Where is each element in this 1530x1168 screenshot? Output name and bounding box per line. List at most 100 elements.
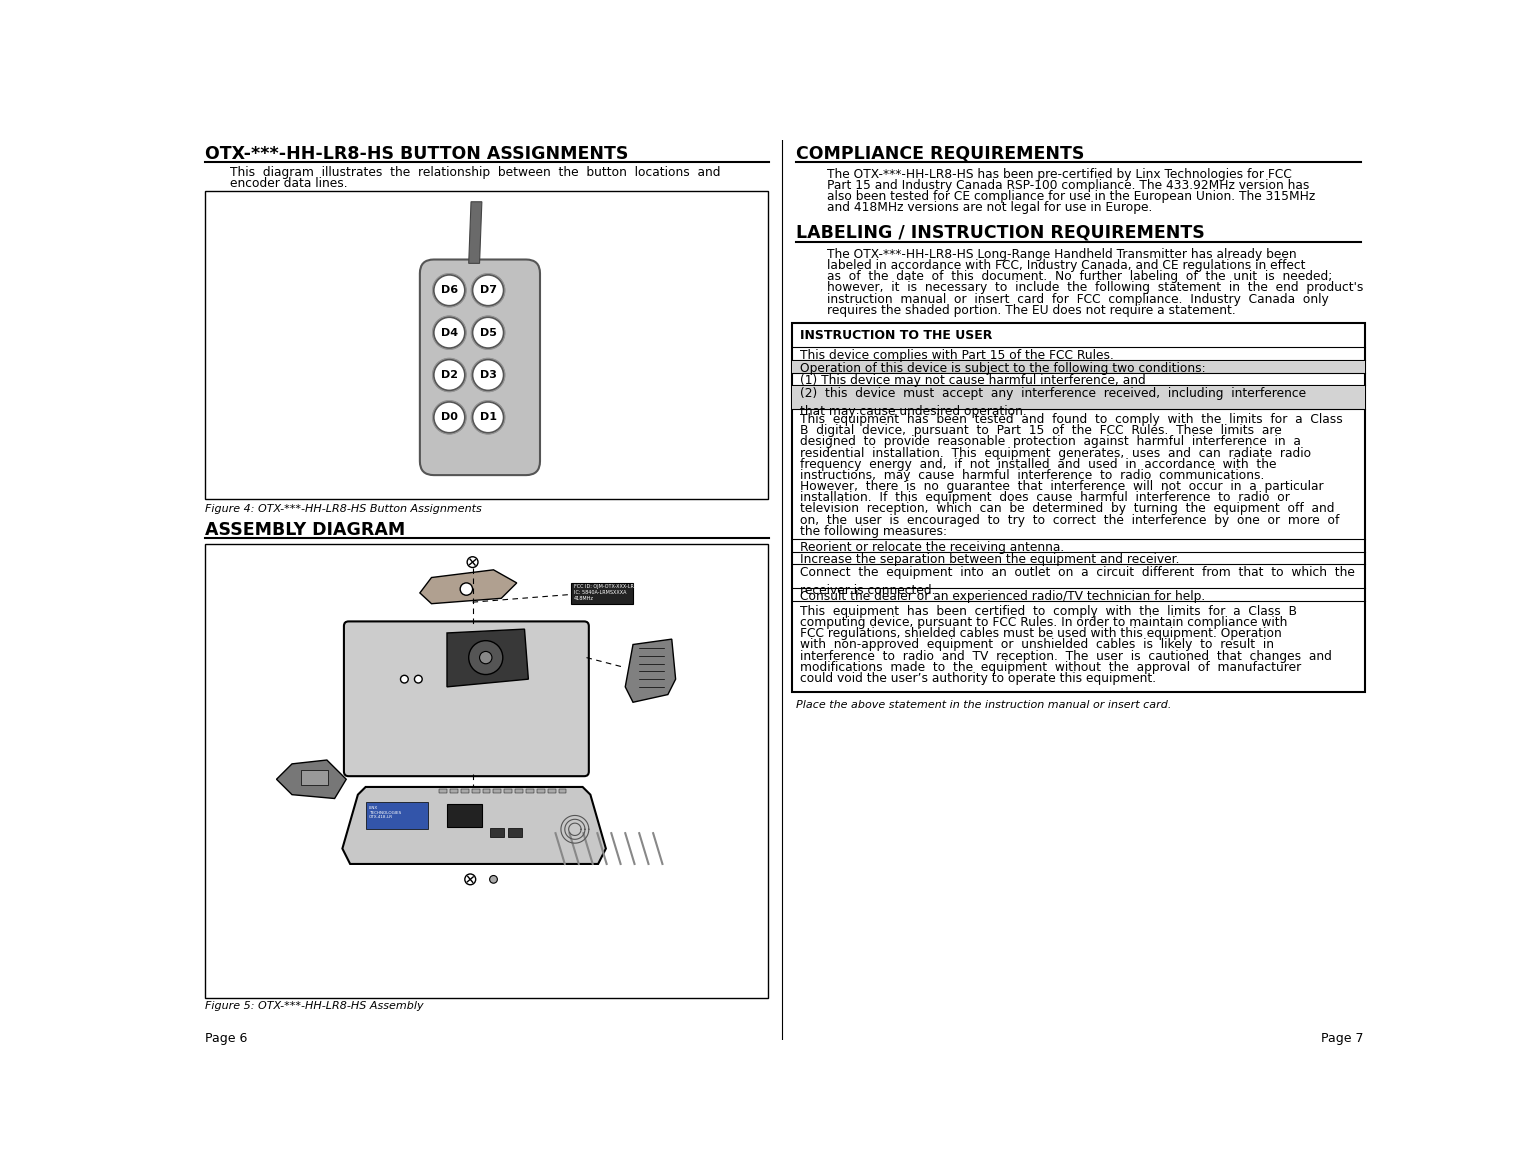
Text: however,  it  is  necessary  to  include  the  following  statement  in  the  en: however, it is necessary to include the … xyxy=(826,281,1363,294)
Polygon shape xyxy=(468,202,482,263)
Polygon shape xyxy=(277,760,346,799)
Text: encoder data lines.: encoder data lines. xyxy=(230,178,347,190)
Circle shape xyxy=(479,652,493,663)
Text: D0: D0 xyxy=(441,412,457,423)
Text: with  non-approved  equipment  or  unshielded  cables  is  likely  to  result  i: with non-approved equipment or unshielde… xyxy=(800,639,1273,652)
Circle shape xyxy=(473,274,503,306)
Text: designed  to  provide  reasonable  protection  against  harmful  interference  i: designed to provide reasonable protectio… xyxy=(800,436,1300,449)
Text: interference  to  radio  and  TV  reception.  The  user  is  cautioned  that  ch: interference to radio and TV reception. … xyxy=(800,649,1331,662)
Bar xyxy=(526,790,534,793)
Circle shape xyxy=(471,359,505,392)
Text: Consult the dealer or an experienced radio/TV technician for help.: Consult the dealer or an experienced rad… xyxy=(800,590,1206,603)
Bar xyxy=(447,804,482,827)
Circle shape xyxy=(490,876,497,883)
Circle shape xyxy=(433,315,467,349)
Bar xyxy=(537,790,545,793)
Text: D5: D5 xyxy=(479,328,497,338)
Text: Increase the separation between the equipment and receiver.: Increase the separation between the equi… xyxy=(800,554,1180,566)
Text: (2)  this  device  must  accept  any  interference  received,  including  interf: (2) this device must accept any interfer… xyxy=(800,387,1305,418)
Text: This  diagram  illustrates  the  relationship  between  the  button  locations  : This diagram illustrates the relationshi… xyxy=(230,166,721,180)
Circle shape xyxy=(461,583,473,596)
Bar xyxy=(439,790,447,793)
Text: ASSEMBLY DIAGRAM: ASSEMBLY DIAGRAM xyxy=(205,521,405,538)
Text: installation.  If  this  equipment  does  cause  harmful  interference  to  radi: installation. If this equipment does cau… xyxy=(800,492,1290,505)
Text: Connect  the  equipment  into  an  outlet  on  a  circuit  different  from  that: Connect the equipment into an outlet on … xyxy=(800,566,1354,597)
Bar xyxy=(516,790,523,793)
Bar xyxy=(494,790,502,793)
Circle shape xyxy=(465,874,476,884)
Text: could void the user’s authority to operate this equipment.: could void the user’s authority to opera… xyxy=(800,672,1155,684)
Bar xyxy=(482,790,491,793)
Circle shape xyxy=(473,360,503,390)
Text: D1: D1 xyxy=(479,412,497,423)
Circle shape xyxy=(433,273,467,307)
Text: instructions,  may  cause  harmful  interference  to  radio  communications.: instructions, may cause harmful interfer… xyxy=(800,468,1264,482)
Bar xyxy=(505,790,513,793)
Circle shape xyxy=(473,318,503,348)
Bar xyxy=(205,543,768,997)
Text: Page 6: Page 6 xyxy=(205,1031,248,1045)
Circle shape xyxy=(433,359,467,392)
Text: This  equipment  has  been  tested  and  found  to  comply  with  the  limits  f: This equipment has been tested and found… xyxy=(800,413,1342,426)
Text: LABELING / INSTRUCTION REQUIREMENTS: LABELING / INSTRUCTION REQUIREMENTS xyxy=(796,223,1204,242)
Circle shape xyxy=(433,401,467,434)
Text: requires the shaded portion. The EU does not require a statement.: requires the shaded portion. The EU does… xyxy=(826,304,1236,317)
Text: D2: D2 xyxy=(441,370,457,380)
Text: However,  there  is  no  guarantee  that  interference  will  not  occur  in  a : However, there is no guarantee that inte… xyxy=(800,480,1323,493)
Text: Page 7: Page 7 xyxy=(1320,1031,1363,1045)
Text: as  of  the  date  of  this  document.  No  further  labeling  of  the  unit  is: as of the date of this document. No furt… xyxy=(826,270,1333,284)
Polygon shape xyxy=(419,570,517,604)
Bar xyxy=(793,322,1365,693)
Text: COMPLIANCE REQUIREMENTS: COMPLIANCE REQUIREMENTS xyxy=(796,145,1085,162)
Text: the following measures:: the following measures: xyxy=(800,524,947,537)
Bar xyxy=(793,387,1365,409)
Text: modifications  made  to  the  equipment  without  the  approval  of  manufacture: modifications made to the equipment with… xyxy=(800,661,1300,674)
Polygon shape xyxy=(447,630,528,687)
Bar xyxy=(490,828,503,837)
Circle shape xyxy=(471,401,505,434)
Circle shape xyxy=(435,402,465,433)
Text: D3: D3 xyxy=(479,370,497,380)
Text: LINX
TECHNOLOGIES
OTX-418-LR: LINX TECHNOLOGIES OTX-418-LR xyxy=(369,806,401,820)
Text: FCC regulations, shielded cables must be used with this equipment. Operation: FCC regulations, shielded cables must be… xyxy=(800,627,1281,640)
Circle shape xyxy=(401,675,409,683)
Bar xyxy=(471,790,479,793)
Polygon shape xyxy=(343,787,606,864)
Text: INSTRUCTION TO THE USER: INSTRUCTION TO THE USER xyxy=(800,329,991,342)
Circle shape xyxy=(468,641,503,675)
Polygon shape xyxy=(626,639,676,702)
Text: Operation of this device is subject to the following two conditions:: Operation of this device is subject to t… xyxy=(800,362,1206,375)
Text: residential  installation.  This  equipment  generates,  uses  and  can  radiate: residential installation. This equipment… xyxy=(800,446,1311,460)
Text: also been tested for CE compliance for use in the European Union. The 315MHz: also been tested for CE compliance for u… xyxy=(826,190,1314,203)
Text: The OTX-***-HH-LR8-HS Long-Range Handheld Transmitter has already been: The OTX-***-HH-LR8-HS Long-Range Handhel… xyxy=(826,248,1296,260)
Circle shape xyxy=(435,360,465,390)
Circle shape xyxy=(471,315,505,349)
Text: The OTX-***-HH-LR8-HS has been pre-certified by Linx Technologies for FCC: The OTX-***-HH-LR8-HS has been pre-certi… xyxy=(826,168,1291,181)
Circle shape xyxy=(471,273,505,307)
Bar xyxy=(558,790,566,793)
Text: Figure 4: OTX-***-HH-LR8-HS Button Assignments: Figure 4: OTX-***-HH-LR8-HS Button Assig… xyxy=(205,503,482,514)
Text: D6: D6 xyxy=(441,285,457,296)
Bar xyxy=(548,790,555,793)
Bar xyxy=(571,583,633,605)
Bar xyxy=(301,770,329,785)
Text: B  digital  device,  pursuant  to  Part  15  of  the  FCC  Rules.  These  limits: B digital device, pursuant to Part 15 of… xyxy=(800,424,1281,437)
Text: D7: D7 xyxy=(479,285,497,296)
Text: and 418MHz versions are not legal for use in Europe.: and 418MHz versions are not legal for us… xyxy=(826,201,1152,215)
Circle shape xyxy=(435,318,465,348)
Text: This device complies with Part 15 of the FCC Rules.: This device complies with Part 15 of the… xyxy=(800,349,1114,362)
Text: OTX-***-HH-LR8-HS BUTTON ASSIGNMENTS: OTX-***-HH-LR8-HS BUTTON ASSIGNMENTS xyxy=(205,145,629,162)
Bar xyxy=(793,361,1365,373)
Circle shape xyxy=(435,274,465,306)
Text: Part 15 and Industry Canada RSP-100 compliance. The 433.92MHz version has: Part 15 and Industry Canada RSP-100 comp… xyxy=(826,179,1310,192)
Circle shape xyxy=(415,675,422,683)
Circle shape xyxy=(467,557,477,568)
Bar xyxy=(508,828,522,837)
Text: frequency  energy  and,  if  not  installed  and  used  in  accordance  with  th: frequency energy and, if not installed a… xyxy=(800,458,1276,471)
Bar xyxy=(205,192,768,499)
Text: on,  the  user  is  encouraged  to  try  to  correct  the  interference  by  one: on, the user is encouraged to try to cor… xyxy=(800,514,1339,527)
Text: Reorient or relocate the receiving antenna.: Reorient or relocate the receiving anten… xyxy=(800,541,1063,554)
Text: D4: D4 xyxy=(441,328,457,338)
Bar xyxy=(366,802,427,829)
Bar xyxy=(461,790,468,793)
